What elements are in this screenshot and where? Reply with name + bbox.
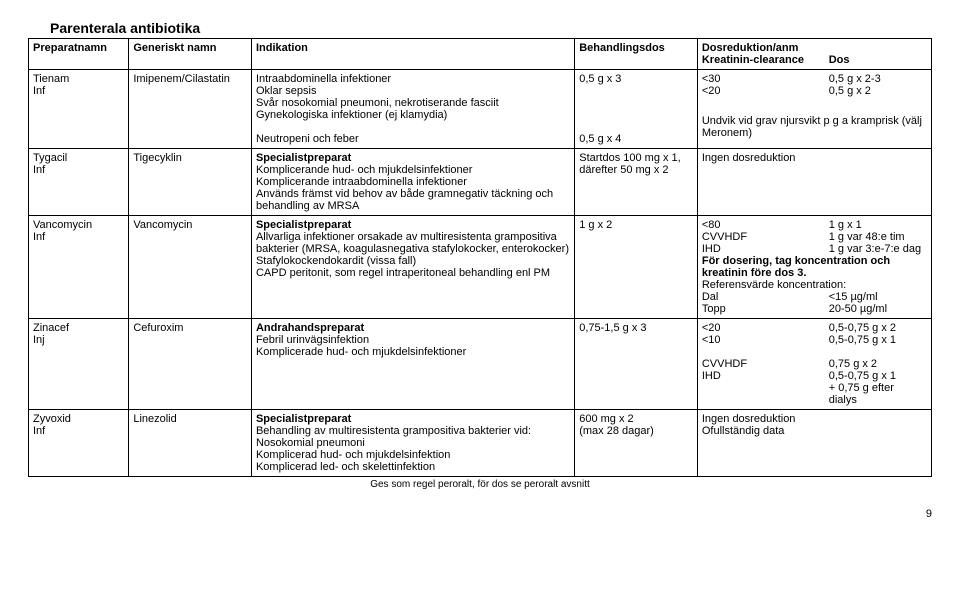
cell-prep: ZyvoxidInf (29, 410, 129, 477)
red-full: Undvik vid grav njursvikt p g a krampris… (702, 115, 927, 139)
red-bold2-label: Referensvärde koncentration: (702, 279, 927, 291)
cell-dose: 0,5 g x 30,5 g x 4 (575, 70, 698, 149)
ind-bold: Andrahandspreparat (256, 322, 364, 334)
cell-gen: Cefuroxim (129, 319, 252, 410)
ind-bold: Specialistpreparat (256, 219, 351, 231)
cell-ind: Specialistpreparat Komplicerande hud- oc… (251, 149, 574, 216)
red-left: <80CVVHDFIHD (702, 219, 826, 255)
cell-red: <20<10CVVHDFIHD 0,5-0,75 g x 20,5-0,75 g… (697, 319, 931, 410)
red-right: 1 g x 11 g var 48:e tim1 g var 3:e-7:e d… (829, 219, 924, 255)
antibiotics-table: Preparatnamn Generiskt namn Indikation B… (28, 38, 932, 477)
cell-ind: Specialistpreparat Allvarliga infektione… (251, 216, 574, 319)
cell-red: <30<20 0,5 g x 2-30,5 g x 2 Undvik vid g… (697, 70, 931, 149)
cell-dose: 600 mg x 2(max 28 dagar) (575, 410, 698, 477)
ind-text: Behandling av multiresistenta grampositi… (256, 425, 531, 473)
header-red-right: Dos (829, 54, 924, 66)
cell-prep: VancomycinInf (29, 216, 129, 319)
red-bold1: För dosering, tag koncentration och krea… (702, 255, 927, 279)
header-red: Dosreduktion/anm Kreatinin-clearance Dos (697, 39, 931, 70)
cell-dose: 0,75-1,5 g x 3 (575, 319, 698, 410)
red-right: 0,5 g x 2-30,5 g x 2 (829, 73, 924, 109)
cell-red: <80CVVHDFIHD 1 g x 11 g var 48:e tim1 g … (697, 216, 931, 319)
header-ind: Indikation (251, 39, 574, 70)
table-row: TienamInf Imipenem/Cilastatin Intraabdom… (29, 70, 932, 149)
header-prep: Preparatnamn (29, 39, 129, 70)
cell-prep: TienamInf (29, 70, 129, 149)
cell-ind: Andrahandspreparat Febril urinvägsinfekt… (251, 319, 574, 410)
header-red-main: Dosreduktion/anm (702, 42, 799, 54)
footer-note: Ges som regel peroralt, för dos se peror… (28, 479, 932, 490)
table-row: TygacilInf Tigecyklin Specialistpreparat… (29, 149, 932, 216)
table-row: ZyvoxidInf Linezolid Specialistpreparat … (29, 410, 932, 477)
ind-text: Febril urinvägsinfektionKomplicerade hud… (256, 334, 466, 358)
cell-prep: TygacilInf (29, 149, 129, 216)
ind-text: Allvarliga infektioner orsakade av multi… (256, 231, 569, 279)
red-left: <30<20 (702, 73, 826, 109)
ind-bold: Specialistpreparat (256, 152, 351, 164)
table-row: ZinacefInj Cefuroxim Andrahandspreparat … (29, 319, 932, 410)
cell-gen: Tigecyklin (129, 149, 252, 216)
cell-red: Ingen dosreduktionOfullständig data (697, 410, 931, 477)
table-header-row: Preparatnamn Generiskt namn Indikation B… (29, 39, 932, 70)
cell-prep: ZinacefInj (29, 319, 129, 410)
cell-ind: Intraabdominella infektionerOklar sepsis… (251, 70, 574, 149)
cell-red: Ingen dosreduktion (697, 149, 931, 216)
page-number: 9 (28, 508, 932, 520)
red-right: 0,5-0,75 g x 20,5-0,75 g x 10,75 g x 20,… (829, 322, 924, 406)
cell-ind: Specialistpreparat Behandling av multire… (251, 410, 574, 477)
red-left: <20<10CVVHDFIHD (702, 322, 826, 382)
header-dose: Behandlingsdos (575, 39, 698, 70)
red-right2: <15 µg/ml20-50 µg/ml (829, 291, 924, 315)
table-row: VancomycinInf Vancomycin Specialistprepa… (29, 216, 932, 319)
cell-gen: Vancomycin (129, 216, 252, 319)
header-gen: Generiskt namn (129, 39, 252, 70)
cell-dose: 1 g x 2 (575, 216, 698, 319)
cell-gen: Imipenem/Cilastatin (129, 70, 252, 149)
cell-dose: Startdos 100 mg x 1, därefter 50 mg x 2 (575, 149, 698, 216)
ind-bold: Specialistpreparat (256, 413, 351, 425)
header-red-left: Kreatinin-clearance (702, 54, 826, 66)
page-title: Parenterala antibiotika (50, 20, 932, 36)
cell-gen: Linezolid (129, 410, 252, 477)
ind-text: Komplicerande hud- och mjukdelsinfektion… (256, 164, 553, 212)
red-left2: DalTopp (702, 291, 826, 315)
